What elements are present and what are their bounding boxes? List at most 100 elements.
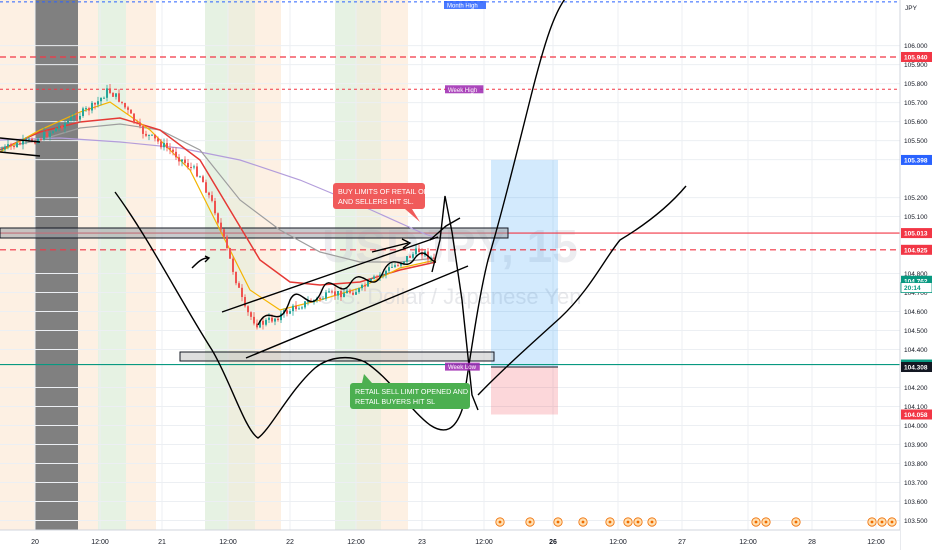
candle-body (166, 142, 168, 148)
price-tick-label: 104.400 (904, 347, 928, 354)
price-spike-path (431, 195, 479, 411)
candle-body (154, 134, 156, 139)
candle-body (91, 102, 93, 111)
channel-top-line (221, 236, 439, 313)
candle-body (352, 292, 354, 295)
candle-body (340, 291, 342, 298)
candle-body (34, 141, 36, 144)
candle-body (400, 263, 402, 266)
candle-body (148, 134, 150, 136)
time-tick-label: 12:00 (475, 539, 493, 546)
candle-body (226, 236, 228, 249)
candle-body (322, 298, 324, 300)
price-tick-label: 103.800 (904, 461, 928, 468)
candle-body (130, 109, 132, 114)
candle-body (280, 313, 282, 321)
level-tag-label: Week Low (448, 365, 477, 371)
time-tick-label: 12:00 (867, 539, 885, 546)
candle-body (136, 121, 138, 123)
candle-body (403, 261, 405, 264)
price-label: 104.058 (901, 409, 932, 420)
price-label-box (901, 244, 932, 255)
event-icon-dot (636, 520, 640, 524)
candle-body (28, 138, 30, 140)
demand-zone-box (179, 351, 495, 362)
candle-body (43, 132, 45, 140)
price-label: 20:14 (900, 282, 932, 294)
candle-body (232, 258, 234, 272)
candle-body (160, 141, 162, 148)
supply-zone-box (0, 227, 509, 239)
candle-body (238, 283, 240, 288)
candle-body (358, 288, 360, 293)
annotation-line-2: AND SELLERS HIT SL. (338, 197, 414, 206)
price-tick-label: 105.800 (904, 81, 928, 88)
candle-body (61, 125, 63, 129)
time-axis: 20 12:00 21 12:00 22 12:00 23 12:00 26 12:00 27 12:… (0, 529, 900, 550)
arrow-small-head (204, 255, 211, 263)
event-icon-dot (528, 520, 532, 524)
price-label-box (900, 282, 932, 294)
candle-body (241, 287, 243, 298)
candle-body (172, 149, 174, 152)
candle-body (289, 311, 291, 314)
event-icon-dot (608, 520, 612, 524)
time-tick-label: 27 (678, 539, 686, 546)
candle-body (58, 125, 60, 129)
price-label: 105.013 (901, 228, 932, 239)
candle-body (409, 256, 411, 258)
annotation-box (350, 383, 470, 409)
price-tick-label: 105.900 (904, 62, 928, 69)
level-tag: Month High (444, 1, 486, 10)
price-tick-label: 104.100 (904, 404, 928, 411)
candle-body (145, 133, 147, 136)
candle-body (139, 122, 141, 127)
candle-body (397, 265, 399, 267)
session-band (35, 0, 78, 530)
candle-body (361, 284, 363, 289)
time-axis-bg (0, 530, 900, 550)
candle-body (367, 280, 369, 287)
price-tick-label: 105.600 (904, 119, 928, 126)
time-tick-label: 28 (808, 539, 816, 546)
candle-body (343, 293, 345, 298)
candle-body (52, 131, 54, 133)
time-tick-label: 12:00 (739, 539, 757, 546)
candle-body (334, 291, 336, 296)
price-label-box (901, 154, 932, 165)
candle-body (163, 142, 165, 148)
candle-body (256, 323, 258, 328)
annotation-box (333, 183, 425, 209)
time-tick-label: 23 (418, 539, 426, 546)
candle-body (112, 92, 114, 97)
price-label-box (901, 51, 932, 62)
candle-body (124, 102, 126, 108)
level-tag-box (444, 1, 486, 9)
event-icon-dot (581, 520, 585, 524)
drawing-stub-line (0, 137, 41, 143)
candle-body (82, 108, 84, 116)
event-icon-dot (870, 520, 874, 524)
candle-body (355, 292, 357, 295)
candle-body (4, 146, 6, 150)
session-band (356, 0, 381, 530)
candle-body (118, 93, 120, 102)
candle-body (370, 278, 372, 281)
level-tag-label: Week High (448, 88, 477, 94)
candle-body (319, 297, 321, 299)
ma-purple (0, 137, 437, 239)
grid (0, 0, 900, 530)
price-label-box (901, 275, 932, 286)
price-label: 104.308 (901, 362, 932, 373)
session-band (0, 0, 35, 530)
candle-body (94, 102, 96, 105)
annotation-line-1: RETAIL SELL LIMIT OPENED AND (355, 387, 468, 396)
candle-body (208, 192, 210, 196)
price-tick-label: 105.700 (904, 100, 928, 107)
candle-body (169, 147, 171, 150)
price-tick-label: 104.000 (904, 423, 928, 430)
event-icon-dot (890, 520, 894, 524)
